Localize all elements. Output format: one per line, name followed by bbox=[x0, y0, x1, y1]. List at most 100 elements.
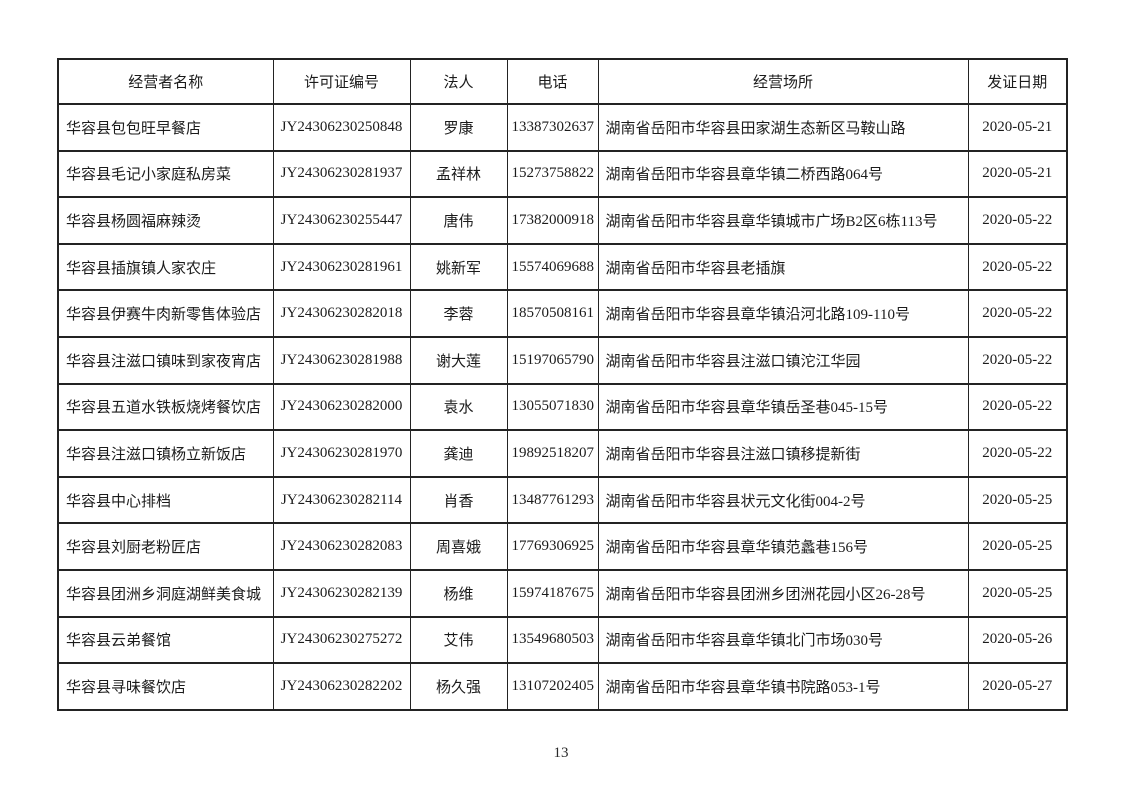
cell-phone: 13387302637 bbox=[506, 103, 599, 152]
cell-operator-name: 华容县云弟餐馆 bbox=[57, 615, 274, 665]
cell-business-address: 湖南省岳阳市华容县章华镇城市广场B2区6栋113号 bbox=[597, 196, 969, 245]
table-row: 华容县云弟餐馆 JY24306230275272 艾伟 13549680503 湖南省岳… bbox=[57, 615, 1068, 665]
cell-phone: 15197065790 bbox=[506, 335, 599, 385]
cell-issue-date: 2020-05-22 bbox=[967, 429, 1068, 478]
cell-operator-name: 华容县伊赛牛肉新零售体验店 bbox=[57, 289, 274, 338]
cell-issue-date: 2020-05-22 bbox=[967, 242, 1068, 292]
cell-license-number: JY24306230281937 bbox=[272, 149, 411, 199]
cell-business-address: 湖南省岳阳市华容县章华镇北门市场030号 bbox=[597, 615, 969, 665]
cell-issue-date: 2020-05-26 bbox=[967, 615, 1068, 665]
cell-phone: 13487761293 bbox=[506, 475, 599, 525]
cell-license-number: JY24306230282139 bbox=[272, 568, 411, 618]
cell-issue-date: 2020-05-22 bbox=[967, 196, 1068, 245]
cell-operator-name: 华容县注滋口镇味到家夜宵店 bbox=[57, 335, 274, 385]
cell-legal-person: 艾伟 bbox=[409, 615, 508, 665]
cell-operator-name: 华容县五道水铁板烧烤餐饮店 bbox=[57, 382, 274, 432]
cell-phone: 17769306925 bbox=[506, 522, 599, 571]
cell-issue-date: 2020-05-25 bbox=[967, 568, 1068, 618]
cell-license-number: JY24306230281961 bbox=[272, 242, 411, 292]
cell-operator-name: 华容县中心排档 bbox=[57, 475, 274, 525]
cell-business-address: 湖南省岳阳市华容县章华镇书院路053-1号 bbox=[597, 662, 969, 711]
cell-business-address: 湖南省岳阳市华容县章华镇二桥西路064号 bbox=[597, 149, 969, 199]
page-number: 13 bbox=[553, 745, 569, 761]
cell-business-address: 湖南省岳阳市华容县章华镇岳圣巷045-15号 bbox=[597, 382, 969, 432]
cell-phone: 13107202405 bbox=[506, 662, 599, 711]
cell-legal-person: 姚新军 bbox=[409, 242, 508, 292]
table-row: 华容县团洲乡洞庭湖鲜美食城 JY24306230282139 杨维 159741876… bbox=[57, 568, 1068, 618]
cell-operator-name: 华容县杨圆福麻辣烫 bbox=[57, 196, 274, 245]
column-header-legal-person: 法人 bbox=[409, 58, 508, 105]
cell-phone: 18570508161 bbox=[506, 289, 599, 338]
table-row: 华容县五道水铁板烧烤餐饮店 JY24306230282000 袁水 130550718… bbox=[57, 382, 1068, 432]
cell-legal-person: 杨久强 bbox=[409, 662, 508, 711]
cell-legal-person: 肖香 bbox=[409, 475, 508, 525]
table-row: 华容县杨圆福麻辣烫 JY24306230255447 唐伟 17382000918 湖南… bbox=[57, 196, 1068, 245]
column-header-phone: 电话 bbox=[506, 58, 599, 105]
cell-business-address: 湖南省岳阳市华容县团洲乡团洲花园小区26-28号 bbox=[597, 568, 969, 618]
cell-legal-person: 龚迪 bbox=[409, 429, 508, 478]
cell-business-address: 湖南省岳阳市华容县田家湖生态新区马鞍山路 bbox=[597, 103, 969, 152]
cell-operator-name: 华容县包包旺早餐店 bbox=[57, 103, 274, 152]
table-row: 华容县毛记小家庭私房菜 JY24306230281937 孟祥林 1527375882… bbox=[57, 149, 1068, 199]
cell-license-number: JY24306230250848 bbox=[272, 103, 411, 152]
cell-phone: 17382000918 bbox=[506, 196, 599, 245]
cell-phone: 15574069688 bbox=[506, 242, 599, 292]
column-header-operator-name: 经营者名称 bbox=[57, 58, 274, 105]
cell-phone: 13055071830 bbox=[506, 382, 599, 432]
cell-legal-person: 袁水 bbox=[409, 382, 508, 432]
cell-legal-person: 孟祥林 bbox=[409, 149, 508, 199]
cell-business-address: 湖南省岳阳市华容县注滋口镇移提新街 bbox=[597, 429, 969, 478]
cell-operator-name: 华容县寻味餐饮店 bbox=[57, 662, 274, 711]
cell-operator-name: 华容县刘厨老粉匠店 bbox=[57, 522, 274, 571]
cell-license-number: JY24306230282000 bbox=[272, 382, 411, 432]
cell-issue-date: 2020-05-22 bbox=[967, 382, 1068, 432]
cell-license-number: JY24306230281988 bbox=[272, 335, 411, 385]
cell-legal-person: 李蓉 bbox=[409, 289, 508, 338]
column-header-business-address: 经营场所 bbox=[597, 58, 969, 105]
column-header-license-number: 许可证编号 bbox=[272, 58, 411, 105]
cell-legal-person: 唐伟 bbox=[409, 196, 508, 245]
cell-phone: 19892518207 bbox=[506, 429, 599, 478]
cell-legal-person: 谢大莲 bbox=[409, 335, 508, 385]
table-row: 华容县刘厨老粉匠店 JY24306230282083 周喜娥 17769306925 湖… bbox=[57, 522, 1068, 571]
cell-license-number: JY24306230282202 bbox=[272, 662, 411, 711]
license-table: 经营者名称 许可证编号 法人 电话 经营场所 发证日期 华容县包包旺早餐店 JY243062… bbox=[57, 58, 1068, 711]
cell-issue-date: 2020-05-25 bbox=[967, 475, 1068, 525]
cell-issue-date: 2020-05-22 bbox=[967, 289, 1068, 338]
cell-business-address: 湖南省岳阳市华容县状元文化街004-2号 bbox=[597, 475, 969, 525]
cell-operator-name: 华容县毛记小家庭私房菜 bbox=[57, 149, 274, 199]
cell-operator-name: 华容县注滋口镇杨立新饭店 bbox=[57, 429, 274, 478]
cell-license-number: JY24306230282114 bbox=[272, 475, 411, 525]
table-row: 华容县伊赛牛肉新零售体验店 JY24306230282018 李蓉 185705081… bbox=[57, 289, 1068, 338]
cell-operator-name: 华容县团洲乡洞庭湖鲜美食城 bbox=[57, 568, 274, 618]
cell-license-number: JY24306230255447 bbox=[272, 196, 411, 245]
cell-business-address: 湖南省岳阳市华容县老插旗 bbox=[597, 242, 969, 292]
table-row: 华容县注滋口镇味到家夜宵店 JY24306230281988 谢大莲 15197065… bbox=[57, 335, 1068, 385]
cell-issue-date: 2020-05-27 bbox=[967, 662, 1068, 711]
cell-issue-date: 2020-05-22 bbox=[967, 335, 1068, 385]
cell-license-number: JY24306230275272 bbox=[272, 615, 411, 665]
cell-legal-person: 周喜娥 bbox=[409, 522, 508, 571]
cell-business-address: 湖南省岳阳市华容县注滋口镇沱江华园 bbox=[597, 335, 969, 385]
table-row: 华容县包包旺早餐店 JY24306230250848 罗康 13387302637 湖南… bbox=[57, 103, 1068, 152]
cell-license-number: JY24306230281970 bbox=[272, 429, 411, 478]
cell-business-address: 湖南省岳阳市华容县章华镇沿河北路109-110号 bbox=[597, 289, 969, 338]
cell-phone: 15273758822 bbox=[506, 149, 599, 199]
cell-business-address: 湖南省岳阳市华容县章华镇范蠡巷156号 bbox=[597, 522, 969, 571]
cell-issue-date: 2020-05-21 bbox=[967, 149, 1068, 199]
cell-issue-date: 2020-05-25 bbox=[967, 522, 1068, 571]
cell-license-number: JY24306230282083 bbox=[272, 522, 411, 571]
cell-legal-person: 罗康 bbox=[409, 103, 508, 152]
table-row: 华容县寻味餐饮店 JY24306230282202 杨久强 13107202405 湖南… bbox=[57, 662, 1068, 711]
cell-issue-date: 2020-05-21 bbox=[967, 103, 1068, 152]
table-header-row: 经营者名称 许可证编号 法人 电话 经营场所 发证日期 bbox=[57, 58, 1068, 105]
column-header-issue-date: 发证日期 bbox=[967, 58, 1068, 105]
table-row: 华容县注滋口镇杨立新饭店 JY24306230281970 龚迪 1989251820… bbox=[57, 429, 1068, 478]
cell-operator-name: 华容县插旗镇人家农庄 bbox=[57, 242, 274, 292]
cell-phone: 13549680503 bbox=[506, 615, 599, 665]
table-row: 华容县中心排档 JY24306230282114 肖香 13487761293 湖南省岳… bbox=[57, 475, 1068, 525]
cell-legal-person: 杨维 bbox=[409, 568, 508, 618]
table-row: 华容县插旗镇人家农庄 JY24306230281961 姚新军 15574069688… bbox=[57, 242, 1068, 292]
cell-phone: 15974187675 bbox=[506, 568, 599, 618]
